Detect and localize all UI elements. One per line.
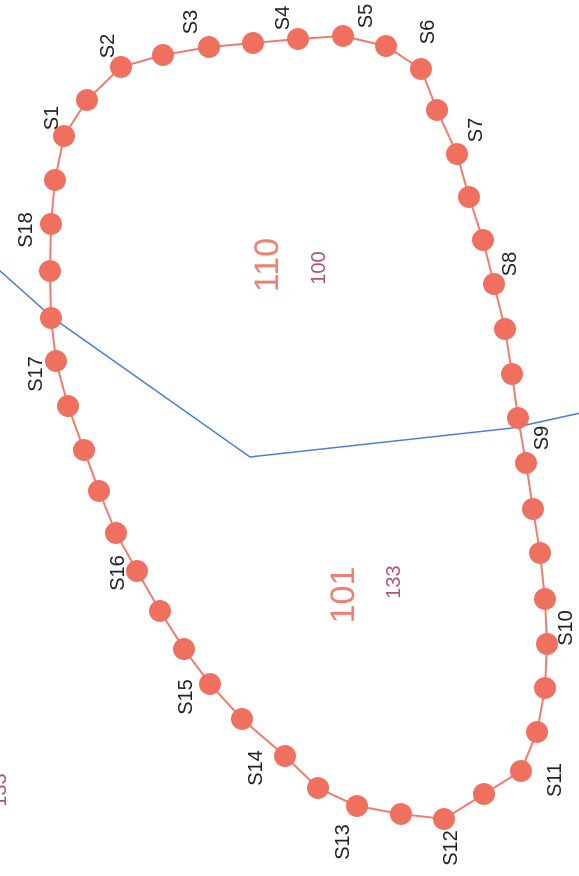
survey-point[interactable] [483, 273, 505, 295]
survey-point[interactable] [73, 439, 95, 461]
survey-point[interactable] [507, 407, 529, 429]
survey-point[interactable] [433, 808, 455, 830]
survey-point[interactable] [152, 44, 174, 66]
survey-point[interactable] [346, 795, 368, 817]
survey-point[interactable] [426, 99, 448, 121]
boundary-polyline [48, 34, 549, 821]
survey-point[interactable] [57, 395, 79, 417]
survey-point[interactable] [501, 363, 523, 385]
survey-point[interactable] [473, 783, 495, 805]
survey-point[interactable] [375, 35, 397, 57]
survey-point[interactable] [199, 673, 221, 695]
station-label: S11 [544, 763, 566, 797]
station-label: S17 [25, 356, 47, 392]
parcel-boundary-lines [0, 269, 579, 458]
survey-point[interactable] [458, 186, 480, 208]
station-label: S15 [175, 679, 197, 715]
survey-point[interactable] [410, 58, 432, 80]
survey-point[interactable] [472, 229, 494, 251]
station-label: S5 [355, 4, 377, 28]
station-labels: S1 S2 S3 S4 S5 S6 S7 S8 S9 S10 S11 S12 S13 S14 S15 S16 S… [15, 4, 577, 866]
survey-point[interactable] [110, 56, 132, 78]
survey-point[interactable] [105, 522, 127, 544]
survey-point[interactable] [515, 452, 537, 474]
survey-point[interactable] [307, 777, 329, 799]
station-label: S10 [555, 610, 577, 646]
survey-point[interactable] [510, 760, 532, 782]
station-label: S14 [245, 750, 267, 786]
survey-point[interactable] [173, 638, 195, 660]
survey-point[interactable] [126, 560, 148, 582]
station-label: S18 [15, 212, 37, 248]
parcel-110[interactable]: 110 100 [248, 238, 330, 292]
station-label: S12 [440, 830, 462, 866]
station-label: S4 [272, 6, 294, 30]
survey-point[interactable] [198, 36, 220, 58]
survey-point[interactable] [231, 708, 253, 730]
survey-boundary [48, 34, 549, 821]
survey-point[interactable] [274, 745, 296, 767]
survey-points [39, 25, 558, 830]
parcel-sub-label: 133 [383, 565, 405, 598]
survey-point[interactable] [494, 318, 516, 340]
survey-point[interactable] [534, 588, 556, 610]
station-label: S13 [332, 824, 354, 860]
survey-point[interactable] [76, 89, 98, 111]
survey-point[interactable] [446, 143, 468, 165]
survey-point[interactable] [88, 480, 110, 502]
station-label: S1 [41, 106, 63, 130]
parcel-101[interactable]: 101 133 [324, 565, 405, 623]
parcel-number-label: 101 [324, 567, 362, 624]
station-label: S2 [97, 34, 119, 58]
survey-point[interactable] [534, 677, 556, 699]
survey-point[interactable] [390, 803, 412, 825]
survey-point[interactable] [149, 600, 171, 622]
survey-point[interactable] [332, 25, 354, 47]
edge-parcel-fragment: 133 [0, 773, 11, 806]
station-label: S3 [180, 10, 202, 34]
survey-point[interactable] [40, 307, 62, 329]
parcel-sub-label: 100 [308, 251, 330, 284]
survey-point[interactable] [45, 350, 67, 372]
station-label: S8 [499, 252, 521, 276]
parcel-division-line [0, 269, 579, 458]
survey-point[interactable] [39, 260, 61, 282]
station-label: S9 [531, 426, 553, 450]
station-label: S16 [107, 555, 129, 591]
parcel-number-label: 110 [248, 238, 286, 292]
survey-point[interactable] [526, 721, 548, 743]
survey-point[interactable] [287, 28, 309, 50]
station-label: S7 [465, 118, 487, 142]
survey-point[interactable] [529, 542, 551, 564]
station-label: S6 [417, 20, 439, 44]
survey-point[interactable] [40, 213, 62, 235]
survey-point[interactable] [522, 498, 544, 520]
survey-point[interactable] [242, 32, 264, 54]
survey-point[interactable] [53, 125, 75, 147]
survey-point[interactable] [44, 169, 66, 191]
survey-point[interactable] [536, 633, 558, 655]
